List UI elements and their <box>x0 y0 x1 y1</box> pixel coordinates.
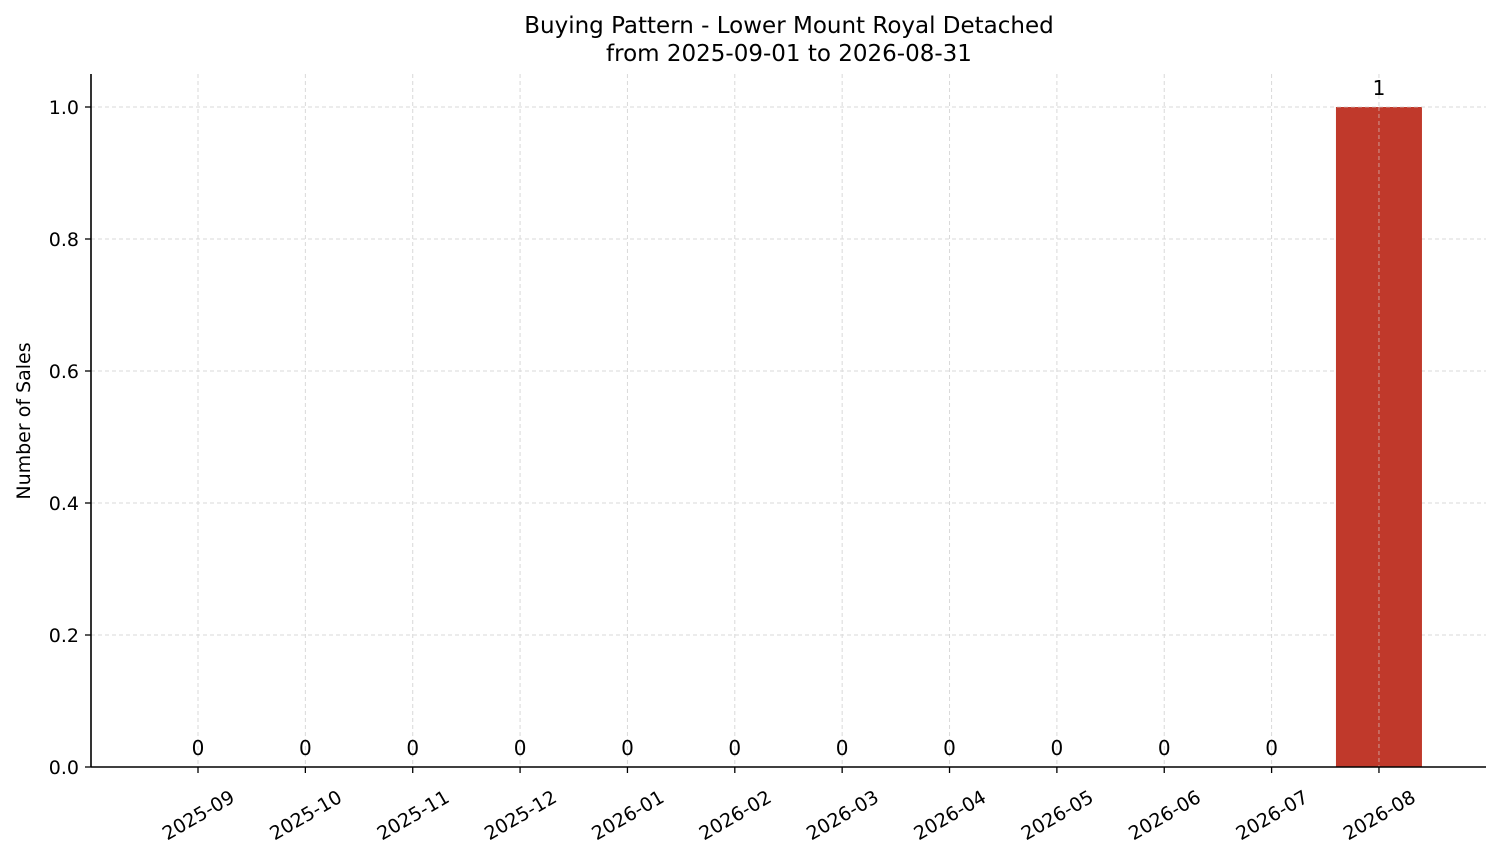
data-label: 0 <box>514 736 527 760</box>
y-tick-label: 0.4 <box>49 493 79 515</box>
x-tick-label: 2026-06 <box>1125 786 1205 845</box>
x-tick-label: 2026-08 <box>1340 786 1420 845</box>
x-tick-label: 2025-12 <box>481 786 561 845</box>
x-tick-label: 2026-07 <box>1232 786 1312 845</box>
y-tick-label: 0.0 <box>49 757 79 779</box>
x-tick-label: 2026-05 <box>1018 786 1098 845</box>
x-tick-label: 2025-11 <box>373 786 453 845</box>
x-tick-label: 2026-03 <box>803 786 883 845</box>
x-tick-label: 2026-04 <box>910 786 990 845</box>
y-tick-label: 1.0 <box>49 97 79 119</box>
y-tick-label: 0.6 <box>49 361 79 383</box>
y-tick-label: 0.2 <box>49 625 79 647</box>
data-label: 0 <box>299 736 312 760</box>
y-tick-label: 0.8 <box>49 229 79 251</box>
label-layer: 0 0 0 0 0 0 0 0 0 0 0 1 <box>192 76 1386 760</box>
data-label: 1 <box>1373 76 1386 100</box>
x-tick-label: 2026-02 <box>696 786 776 845</box>
chart-subtitle: from 2025-09-01 to 2026-08-31 <box>606 41 972 67</box>
y-axis-label: Number of Sales <box>13 342 35 499</box>
axis-layer: 0.0 0.2 0.4 0.6 0.8 1.0 2025-09 2025-10 2025-11 2… <box>49 74 1486 845</box>
x-tick-label: 2026-01 <box>588 786 668 845</box>
data-label: 0 <box>406 736 419 760</box>
data-label: 0 <box>1158 736 1171 760</box>
chart-title: Buying Pattern - Lower Mount Royal Detac… <box>524 13 1054 39</box>
data-label: 0 <box>621 736 634 760</box>
data-label: 0 <box>728 736 741 760</box>
data-label: 0 <box>836 736 849 760</box>
data-label: 0 <box>192 736 205 760</box>
data-label: 0 <box>1051 736 1064 760</box>
x-tick-label: 2025-09 <box>159 786 239 845</box>
bar-layer <box>91 106 1486 767</box>
x-tick-label: 2025-10 <box>266 786 346 845</box>
data-label: 0 <box>943 736 956 760</box>
grid-layer <box>91 74 1486 767</box>
data-label: 0 <box>1265 736 1278 760</box>
